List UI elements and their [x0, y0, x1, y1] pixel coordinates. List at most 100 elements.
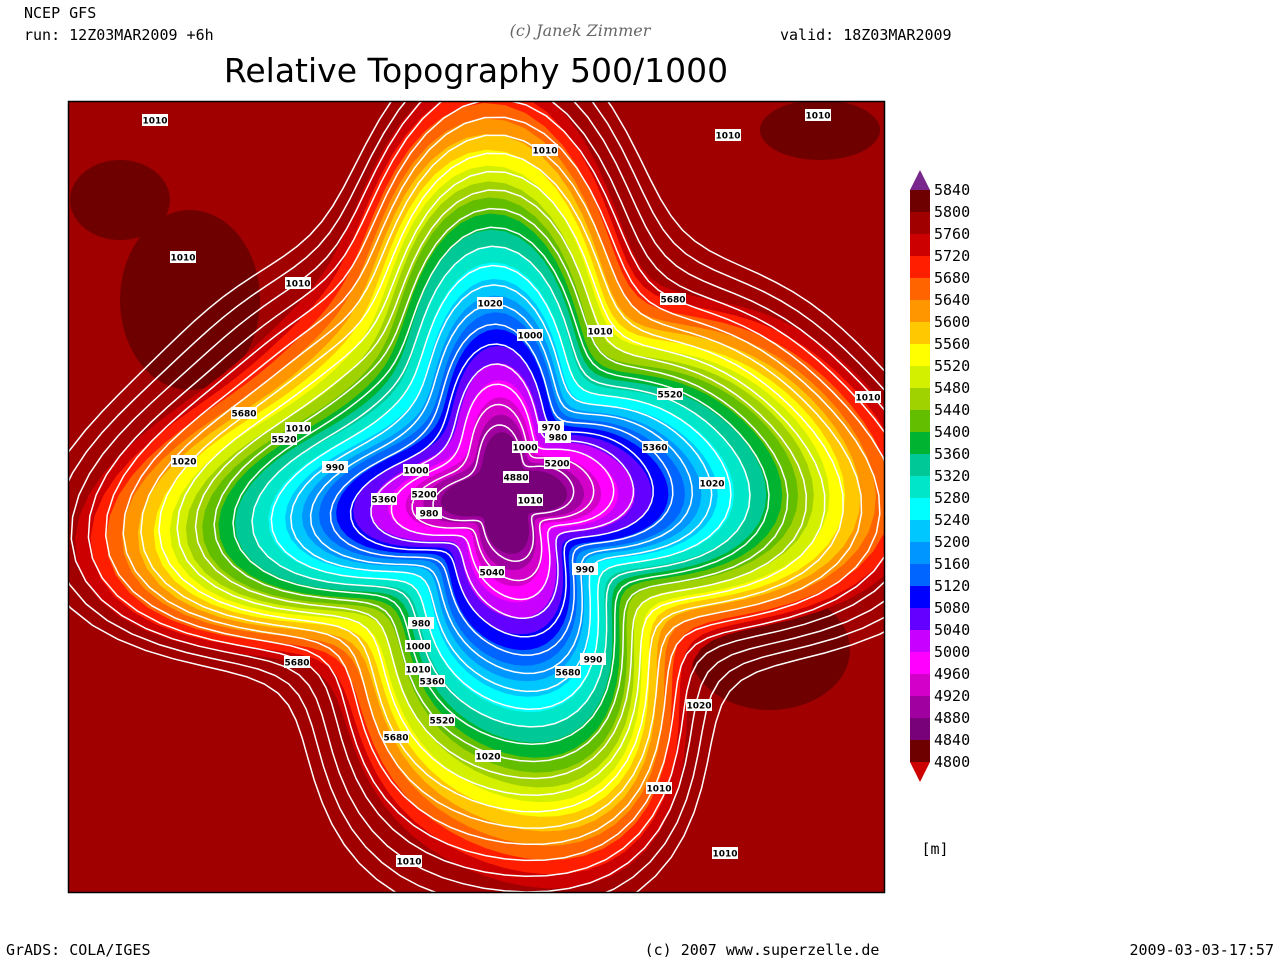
colorbar-box: [910, 278, 930, 300]
field-patch: [120, 210, 260, 390]
colorbar-label: 5680: [934, 269, 970, 287]
contour-label-box: [855, 391, 881, 403]
contour-line: [290, 284, 713, 693]
contour-label: 5360: [371, 496, 396, 506]
contour-line: [69, 102, 884, 892]
contour-line: [87, 102, 884, 878]
contour-label: 5200: [544, 460, 569, 470]
contour-label: 1000: [517, 332, 542, 342]
contour-label-box: [477, 297, 503, 309]
contour-label: 5360: [419, 678, 444, 688]
colorbar-box: [910, 190, 930, 212]
colorbar-box: [910, 674, 930, 696]
colorbar-label: 5600: [934, 313, 970, 331]
contour-label-box: [285, 277, 311, 289]
contour-label: 980: [412, 620, 431, 630]
contour-line: [176, 170, 826, 797]
valid: valid: 18Z03MAR2009: [780, 26, 952, 44]
contour-label: 1010: [405, 666, 430, 676]
colorbar-box: [910, 256, 930, 278]
colorbar-label: 5480: [934, 379, 970, 397]
contour-label: 4880: [503, 474, 528, 484]
contour-label: 1000: [403, 467, 428, 477]
colorbar-box: [910, 322, 930, 344]
contour-label-box: [231, 407, 257, 419]
contour-label: 990: [584, 656, 603, 666]
colorbar-label: 5640: [934, 291, 970, 309]
colorbar-box: [910, 212, 930, 234]
contour-label-box: [371, 493, 397, 505]
contour-label-box: [512, 441, 538, 453]
colorbar-box: [910, 586, 930, 608]
contour-label: 1020: [477, 300, 502, 310]
contour-label: 5200: [411, 491, 436, 501]
contour-label: 1010: [285, 425, 310, 435]
contour-label: 5520: [271, 436, 296, 446]
colorbar-label: 4960: [934, 665, 970, 683]
contour-label: 1010: [285, 280, 310, 290]
model: NCEP GFS: [24, 4, 96, 22]
contour-line: [104, 102, 884, 862]
contour-label: 1010: [805, 112, 830, 122]
contour-label-box: [419, 675, 445, 687]
contour-label: 5680: [555, 669, 580, 679]
colorbar-label: 5240: [934, 511, 970, 529]
colorbar-arrow-top: [910, 170, 930, 190]
colorbar-label: 5160: [934, 555, 970, 573]
contour-label: 1010: [715, 132, 740, 142]
contour-line: [158, 152, 844, 813]
copyright: (c) Janek Zimmer: [510, 21, 652, 40]
colorbar-box: [910, 498, 930, 520]
footer-left: GrADS: COLA/IGES: [6, 941, 151, 959]
contour-label: 1010: [587, 328, 612, 338]
contour-label: 5680: [383, 734, 408, 744]
contour-label-box: [411, 488, 437, 500]
contour-label: 1000: [512, 444, 537, 454]
contour-label: 970: [542, 424, 561, 434]
field-band: [441, 432, 567, 554]
colorbar-label: 5320: [934, 467, 970, 485]
contour-label: 1010: [532, 147, 557, 157]
contour-label: 1020: [686, 702, 711, 712]
contour-label-box: [396, 855, 422, 867]
contour-label: 1010: [712, 850, 737, 860]
field-patch: [70, 160, 170, 240]
contour-label-box: [322, 461, 348, 473]
colorbar-box: [910, 740, 930, 762]
colorbar-label: 5800: [934, 203, 970, 221]
colorbar-label: 5440: [934, 401, 970, 419]
contour-line: [213, 207, 789, 763]
contour-label: 5040: [479, 569, 504, 579]
contour-label: 1000: [405, 643, 430, 653]
contour-label: 980: [420, 510, 439, 520]
colorbar-box: [910, 432, 930, 454]
colorbar-label: 5840: [934, 181, 970, 199]
colorbar-box: [910, 520, 930, 542]
contour-label-box: [405, 640, 431, 652]
contour-label-box: [503, 471, 529, 483]
colorbar-label: 5080: [934, 599, 970, 617]
contour-label-box: [517, 329, 543, 341]
colorbar-box: [910, 344, 930, 366]
colorbar-label: 5560: [934, 335, 970, 353]
colorbar-box: [910, 564, 930, 586]
contour-label-box: [170, 251, 196, 263]
footer-right: 2009-03-03-17:57: [1130, 941, 1275, 959]
contour-label-box: [532, 144, 558, 156]
contour-label-box: [475, 750, 501, 762]
contour-label: 1020: [699, 480, 724, 490]
contour-label-box: [642, 441, 668, 453]
contour-label-box: [285, 422, 311, 434]
contour-label: 5520: [429, 717, 454, 727]
contour-label: 1010: [396, 858, 421, 868]
colorbar-box: [910, 652, 930, 674]
contour-line: [69, 102, 884, 892]
colorbar-box: [910, 696, 930, 718]
contour-label-box: [517, 494, 543, 506]
colorbar-label: 5040: [934, 621, 970, 639]
contour-label: 5680: [231, 410, 256, 420]
field-patch: [760, 102, 880, 160]
colorbar-label: 5280: [934, 489, 970, 507]
contour-label: 990: [326, 464, 345, 474]
contour-label: 1010: [855, 394, 880, 404]
